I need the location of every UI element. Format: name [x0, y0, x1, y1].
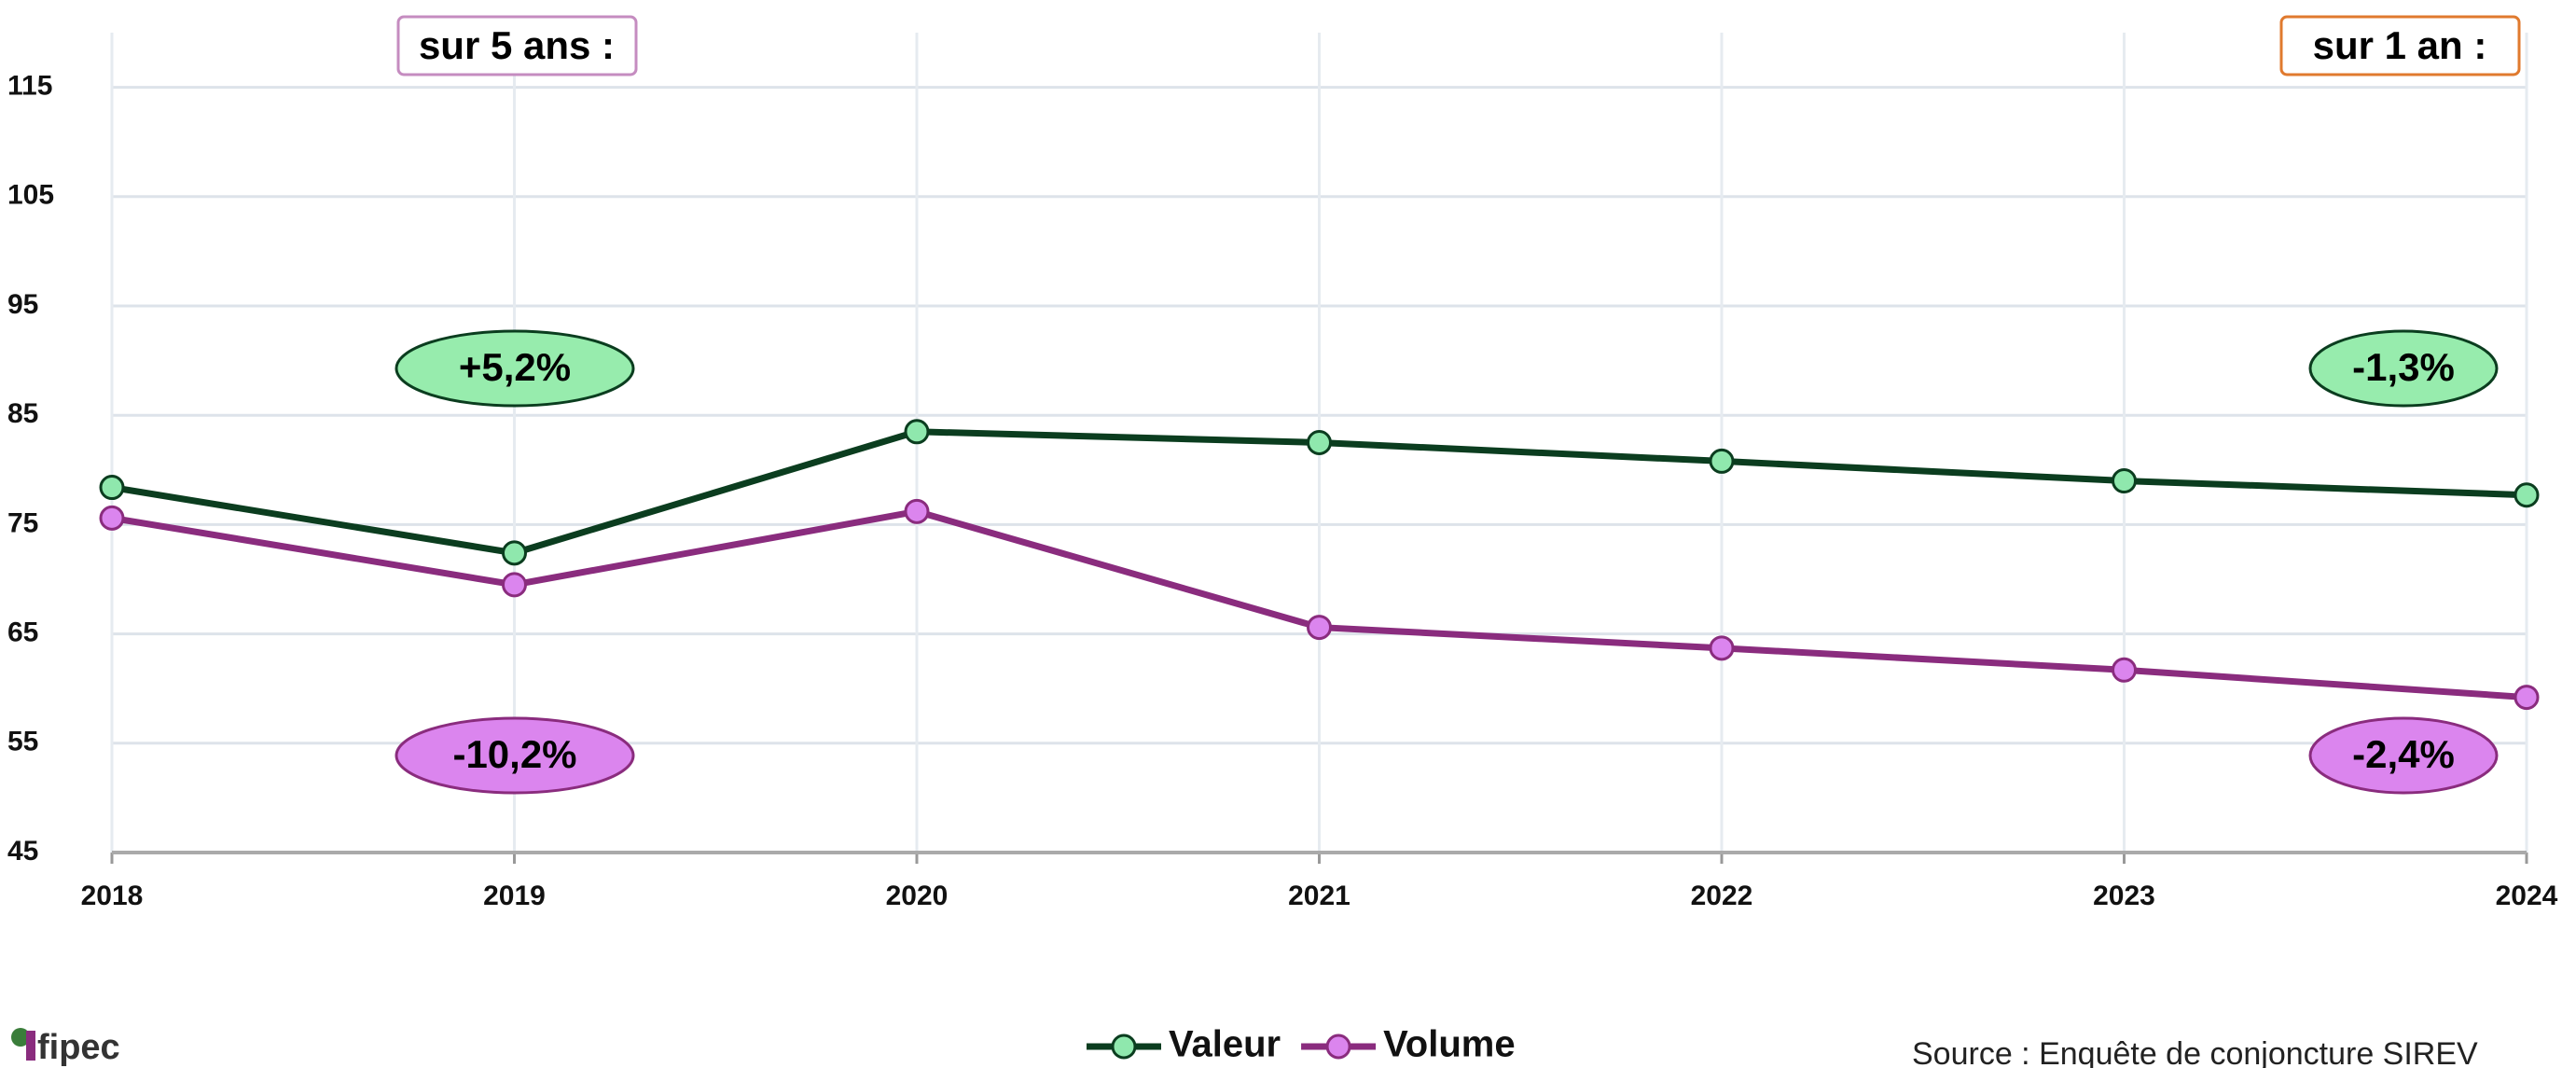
annotation-bubble: [395, 716, 635, 795]
point: [2112, 468, 2137, 494]
annotation: -2,4%: [2352, 732, 2455, 776]
legend-marker: [1325, 1033, 1351, 1060]
source: Source : Enquête de conjoncture SIREV: [1912, 1036, 2478, 1068]
point: [904, 419, 930, 445]
y-tick-label: 65: [7, 617, 38, 648]
annotation-bubble: [2308, 716, 2499, 795]
x-tick-label: 2021: [1288, 881, 1350, 911]
point: [2112, 657, 2137, 683]
point: [502, 572, 527, 598]
point: [99, 505, 125, 531]
annotation: -1,3%: [2352, 345, 2455, 389]
y-tick-label: 85: [7, 398, 38, 429]
x-tick-label: 2019: [483, 881, 546, 911]
logo: fipec: [11, 1028, 120, 1067]
legend-marker: [1111, 1033, 1137, 1060]
legend-label: Valeur: [1169, 1024, 1281, 1065]
x-tick-label: 2020: [886, 881, 949, 911]
point: [1709, 448, 1735, 474]
x-tick-label: 2023: [2093, 881, 2155, 911]
legend-label: Volume: [1383, 1024, 1516, 1065]
point: [502, 540, 527, 566]
point: [1307, 430, 1332, 455]
point: [1709, 635, 1735, 661]
point: [2514, 482, 2540, 508]
annotation-box: [396, 15, 638, 76]
annotation: -10,2%: [452, 732, 576, 776]
plot: 45 55 65 75 85 95 105 115 2018 2019 2020 2021 2022 20…: [7, 33, 2558, 1065]
logo-bar: [26, 1031, 35, 1061]
annotations: sur 5 ans : sur 1 an : +5,2% -10,2% -1,3…: [395, 15, 2521, 795]
annotation-bubble: [395, 329, 635, 408]
logo-text: fipec: [37, 1028, 120, 1067]
annotation: sur 1 an :: [2313, 23, 2487, 67]
x-tick-label: 2024: [2496, 881, 2558, 911]
annotation: sur 5 ans :: [419, 23, 615, 67]
point: [99, 475, 125, 501]
point: [1307, 615, 1332, 641]
annotation: +5,2%: [459, 345, 571, 389]
y-tick-label: 75: [7, 507, 38, 538]
x-tick-label: 2018: [81, 881, 144, 911]
point: [904, 498, 930, 524]
y-tick-label: 45: [7, 836, 38, 867]
logo-leaf: [11, 1028, 30, 1047]
y-tick-label: 95: [7, 289, 38, 320]
y-tick-label: 115: [7, 71, 52, 102]
point: [2514, 685, 2540, 711]
y-tick-label: 105: [7, 180, 54, 211]
y-tick-label: 55: [7, 727, 38, 757]
x-tick-label: 2022: [1691, 881, 1753, 911]
annotation-bubble: [2308, 329, 2499, 408]
annotation-box: [2279, 15, 2521, 76]
